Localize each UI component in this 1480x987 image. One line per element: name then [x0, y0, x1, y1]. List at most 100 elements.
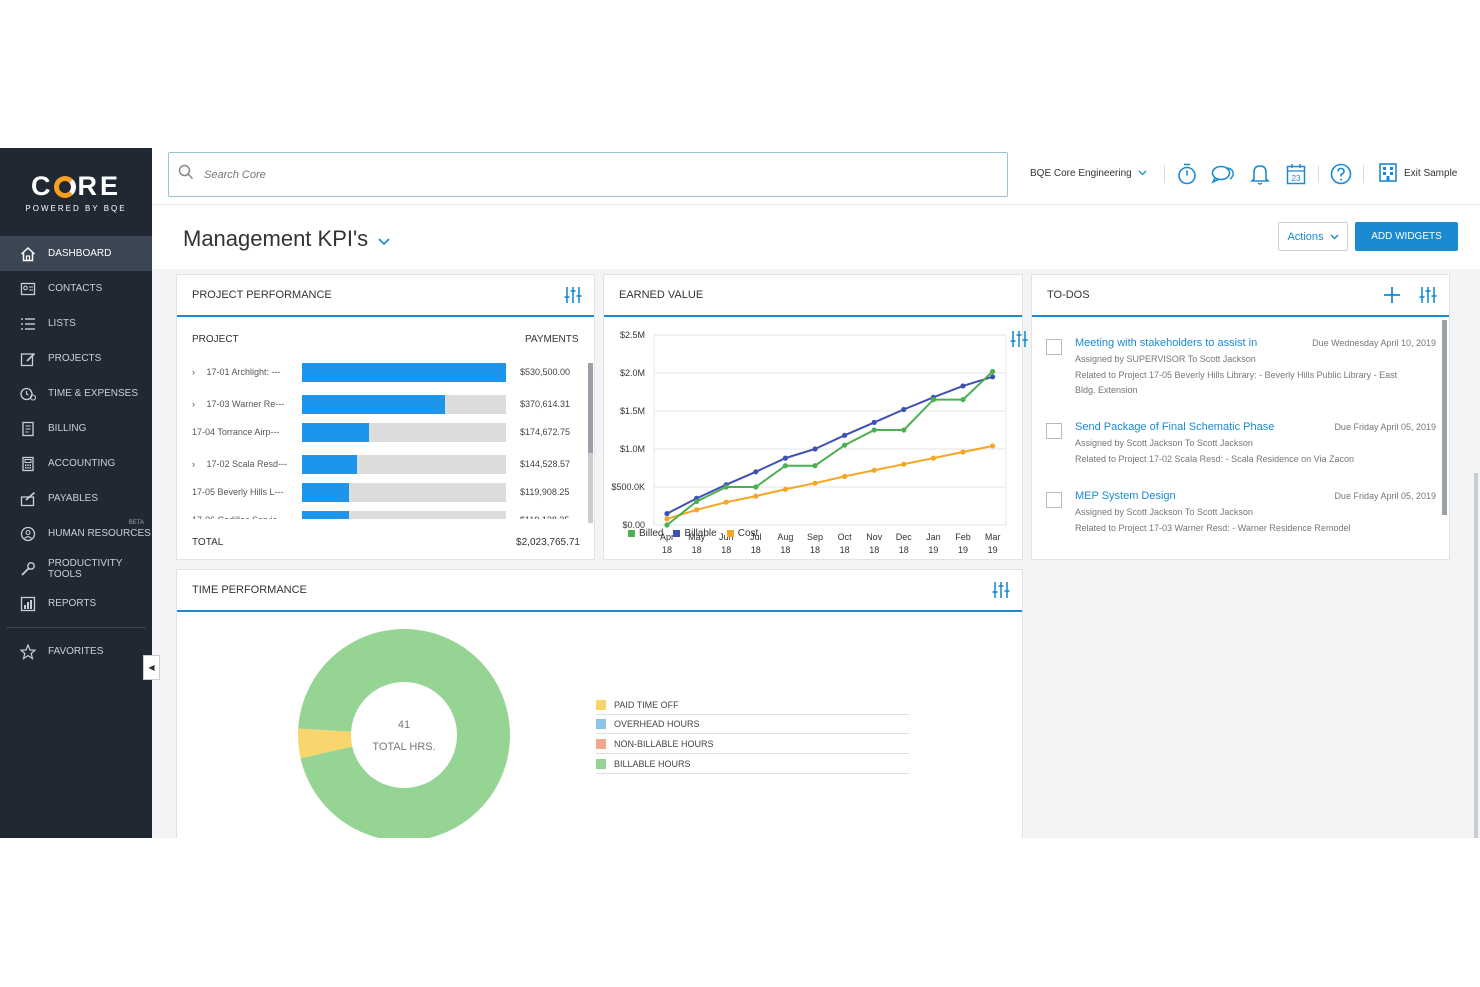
x-tick-label: Aug [777, 532, 793, 542]
payment-bar [302, 483, 349, 502]
data-point-billed [930, 397, 936, 403]
add-widgets-button[interactable]: ADD WIDGETS [1355, 222, 1458, 251]
actions-button[interactable]: Actions [1278, 222, 1348, 251]
company-selector[interactable]: BQE Core Engineering [1030, 168, 1147, 179]
sidebar-item-dashboard[interactable]: DASHBOARD [0, 236, 152, 271]
chevron-right-icon[interactable]: › [192, 399, 195, 409]
sidebar-item-productivity-tools[interactable]: PRODUCTIVITY TOOLS [0, 551, 152, 586]
scrollbar[interactable] [1442, 320, 1447, 515]
x-tick-year-label: 19 [958, 545, 968, 555]
page-scrollbar[interactable] [1474, 473, 1478, 838]
settings-sliders-icon[interactable] [1419, 287, 1437, 306]
project-row[interactable]: 17-04 Torrance Airp--- $174,672.75 [192, 423, 578, 443]
calendar-icon[interactable]: 23 [1284, 162, 1308, 186]
donut-slice-paid-time-off[interactable] [298, 728, 353, 759]
chevron-down-icon [1330, 231, 1339, 243]
legend-item[interactable]: Cost [726, 528, 758, 539]
payables-icon [20, 491, 36, 507]
legend-item[interactable]: BILLABLE HOURS [596, 754, 909, 774]
sidebar-item-contacts[interactable]: CONTACTS [0, 271, 152, 306]
sidebar-item-label: CONTACTS [48, 283, 103, 294]
legend-label: PAID TIME OFF [614, 699, 679, 710]
project-label: 17-05 Beverly Hills L--- [192, 487, 288, 497]
chevron-down-icon [378, 226, 390, 252]
data-point-billable [812, 446, 818, 452]
sidebar-item-accounting[interactable]: ACCOUNTING [0, 446, 152, 481]
todo-checkbox[interactable] [1046, 339, 1062, 355]
project-row[interactable]: › 17-02 Scala Resd--- $144,528.57 [192, 455, 578, 475]
sidebar-item-projects[interactable]: PROJECTS [0, 341, 152, 376]
earned-value-widget: EARNED VALUE $2.5M $2.0M $1.5M $1.0M $500.0K… [603, 274, 1028, 560]
logo[interactable]: C RE POWERED BY BQE [0, 148, 152, 236]
settings-sliders-icon[interactable] [564, 287, 582, 306]
data-point-cost [812, 480, 818, 486]
project-label: › 17-03 Warner Re--- [192, 399, 288, 409]
sidebar-item-time-expenses[interactable]: TIME & EXPENSES [0, 376, 152, 411]
data-point-billable [990, 374, 996, 380]
chevron-right-icon[interactable]: › [192, 459, 195, 469]
sidebar-item-payables[interactable]: PAYABLES [0, 481, 152, 516]
help-icon[interactable] [1329, 162, 1353, 186]
data-point-billed [723, 484, 729, 490]
sidebar-item-billing[interactable]: BILLING [0, 411, 152, 446]
sidebar-item-favorites[interactable]: FAVORITES [0, 634, 152, 669]
x-tick-label: Dec [896, 532, 913, 542]
chart-legend: Billed Billable Cost [628, 528, 758, 539]
data-point-billed [871, 427, 877, 433]
legend-swatch [673, 530, 681, 537]
data-point-billable [664, 511, 670, 517]
todo-title[interactable]: MEP System Design [1075, 490, 1176, 502]
legend-item[interactable]: Billed [628, 528, 663, 539]
search-box[interactable] [168, 152, 1008, 197]
legend-item[interactable]: PAID TIME OFF [596, 695, 909, 715]
todo-due-date: Due Wednesday April 10, 2019 [1312, 338, 1436, 348]
todo-checkbox[interactable] [1046, 492, 1062, 508]
legend-item[interactable]: NON-BILLABLE HOURS [596, 734, 909, 754]
bell-icon[interactable] [1248, 162, 1272, 186]
scrollbar-thumb[interactable] [588, 363, 593, 453]
dashboard-selector[interactable]: Management KPI's [183, 226, 390, 252]
actions-label: Actions [1287, 230, 1324, 243]
exit-sample-button[interactable]: Exit Sample [1378, 162, 1457, 185]
page-title: Management KPI's [183, 226, 369, 251]
todo-title[interactable]: Meeting with stakeholders to assist in [1075, 337, 1258, 349]
legend-item[interactable]: OVERHEAD HOURS [596, 714, 909, 734]
data-point-billed [960, 397, 966, 403]
project-label: › 17-02 Scala Resd--- [192, 459, 288, 469]
data-point-cost [842, 473, 848, 479]
project-row[interactable]: 17-05 Beverly Hills L--- $119,908.25 [192, 483, 578, 503]
search-input[interactable] [204, 168, 904, 181]
todo-checkbox[interactable] [1046, 423, 1062, 439]
data-point-billed [694, 498, 700, 505]
collapse-sidebar-button[interactable]: ◀ [143, 655, 160, 680]
project-row[interactable]: › 17-03 Warner Re--- $370,614.31 [192, 395, 578, 415]
scrollbar[interactable] [588, 363, 593, 523]
payment-bar-track [302, 423, 506, 442]
home-icon [20, 246, 36, 262]
project-row[interactable]: 17-06 Cadillac Servic--- $119,128.35 [192, 511, 578, 519]
total-hours-value: 41 [398, 719, 410, 731]
logo-letters-re: RE [77, 171, 121, 201]
chevron-right-icon[interactable]: › [192, 367, 195, 377]
data-point-cost [901, 461, 907, 467]
chat-icon[interactable] [1211, 162, 1235, 186]
widget-header: TO-DOS [1032, 275, 1449, 317]
donut-slice-billable-hours[interactable] [298, 629, 510, 838]
payment-bar [302, 363, 506, 382]
series-line-billable [666, 375, 993, 515]
project-row[interactable]: › 17-01 Archlight: --- $530,500.00 [192, 363, 578, 383]
payment-amount: $370,614.31 [520, 399, 571, 409]
sidebar-item-lists[interactable]: LISTS [0, 306, 152, 341]
building-icon [1378, 162, 1398, 185]
add-todo-icon[interactable] [1383, 286, 1401, 307]
legend-item[interactable]: Billable [673, 528, 717, 539]
settings-sliders-icon[interactable] [992, 582, 1010, 601]
stopwatch-icon[interactable] [1175, 162, 1199, 186]
sidebar-item-human-resources[interactable]: HUMAN RESOURCES BETA [0, 516, 152, 551]
todo-title[interactable]: Send Package of Final Schematic Phase [1075, 421, 1275, 433]
data-point-billed [812, 463, 818, 469]
todo-item: Meeting with stakeholders to assist in Du… [1046, 337, 1436, 409]
payment-bar [302, 423, 370, 442]
sidebar-item-reports[interactable]: REPORTS [0, 586, 152, 621]
data-point-billable [753, 469, 759, 475]
